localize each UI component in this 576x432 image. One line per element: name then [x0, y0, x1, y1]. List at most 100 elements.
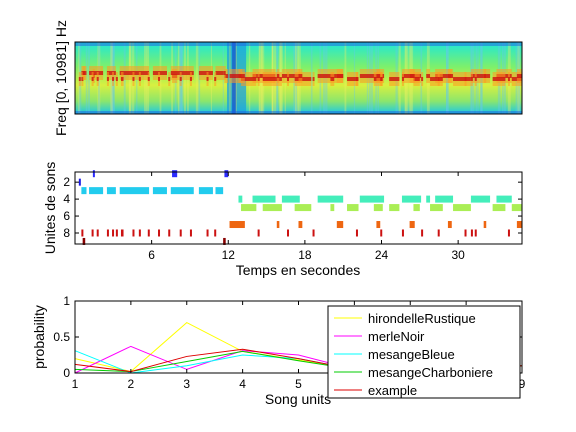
- unit-event-mark: [508, 229, 510, 236]
- unit-event-mark: [512, 204, 522, 211]
- unit-event-mark: [277, 221, 280, 228]
- unit-event-mark: [121, 229, 124, 236]
- unit-event-mark: [112, 229, 114, 236]
- spectrogram-energy-core: [190, 77, 192, 81]
- spectrogram-energy-core: [79, 77, 81, 81]
- legend: hirondelleRustique merleNoir mesangeBleue m…: [328, 306, 520, 398]
- unit-event-mark: [410, 221, 415, 228]
- units-y-tick-label: 8: [63, 226, 70, 240]
- unit-event-mark: [448, 221, 452, 228]
- spectrogram-energy-core: [230, 74, 245, 78]
- spectrogram-energy-core: [214, 77, 216, 81]
- unit-event-mark: [215, 187, 223, 194]
- unit-event-mark: [287, 229, 289, 236]
- unit-event-mark: [180, 229, 182, 236]
- unit-event-mark: [282, 196, 300, 203]
- unit-event-mark: [238, 196, 242, 203]
- spectrogram-energy-core: [421, 77, 423, 81]
- unit-event-mark: [224, 170, 228, 177]
- unit-event-mark: [453, 204, 471, 211]
- unit-event-mark: [258, 229, 260, 236]
- spectrogram-energy-core: [453, 77, 471, 81]
- unit-event-mark: [313, 229, 315, 236]
- spectrogram-energy-core: [89, 71, 103, 75]
- unit-event-mark: [465, 229, 467, 236]
- spectrogram-energy-core: [517, 74, 522, 78]
- spectrogram-y-axis-label: Freq [0, 10981] Hz: [53, 20, 69, 136]
- unit-event-mark: [421, 229, 423, 236]
- unit-event-mark: [347, 204, 358, 211]
- unit-event-mark: [330, 204, 334, 211]
- unit-event-mark: [471, 229, 473, 236]
- spectrogram-image: [75, 42, 522, 114]
- probability-x-tick-label: 1: [72, 377, 79, 391]
- spectrogram-energy-core: [475, 77, 477, 81]
- spectrogram-energy-core: [484, 74, 487, 78]
- spectrogram-energy-core: [337, 74, 343, 78]
- probability-x-axis-label: Song units: [265, 391, 331, 407]
- unit-event-mark: [356, 229, 358, 236]
- spectrogram-streak: [345, 42, 347, 114]
- unit-event-mark: [380, 229, 382, 236]
- unit-event-mark: [81, 187, 86, 194]
- spectrogram-energy-core: [508, 77, 510, 81]
- unit-event-mark: [79, 179, 81, 186]
- unit-event-mark: [360, 196, 384, 203]
- units-x-tick-label: 30: [451, 248, 465, 262]
- units-x-tick-label: 12: [222, 248, 236, 262]
- unit-event-mark: [484, 221, 487, 228]
- spectrogram-energy-core: [313, 77, 315, 81]
- spectrogram-energy-core: [277, 74, 280, 78]
- spectrogram-top-band: [75, 42, 522, 46]
- unit-event-mark: [253, 196, 276, 203]
- unit-event-mark: [435, 196, 453, 203]
- unit-event-mark: [263, 204, 282, 211]
- unit-event-mark: [517, 221, 522, 228]
- unit-event-mark: [389, 204, 399, 211]
- spectrogram-energy-core: [330, 77, 334, 81]
- legend-label: merleNoir: [368, 329, 425, 344]
- spectrogram-energy-core: [471, 77, 473, 81]
- spectrogram-energy-core: [139, 77, 141, 81]
- spectrogram-energy-core: [112, 77, 114, 81]
- unit-event-mark: [426, 196, 430, 203]
- units-x-tick-label: 6: [148, 248, 155, 262]
- unit-event-mark: [171, 187, 194, 194]
- unit-event-mark: [81, 229, 83, 236]
- spectrogram-energy-core: [258, 77, 260, 81]
- unit-event-mark: [199, 187, 213, 194]
- spectrogram-energy-core: [380, 77, 382, 81]
- probability-x-tick-label: 5: [295, 377, 302, 391]
- probability-y-tick-label: 0: [63, 366, 70, 380]
- spectrogram-energy-core: [92, 77, 94, 81]
- unit-event-mark: [295, 204, 312, 211]
- spectrogram-energy-core: [410, 74, 415, 78]
- spectrogram-energy-core: [430, 77, 443, 81]
- units-y-tick-label: 4: [63, 192, 70, 206]
- spectrogram-energy-core: [493, 77, 506, 81]
- unit-event-mark: [299, 221, 303, 228]
- probability-y-tick-label: 0.5: [53, 330, 70, 344]
- units-y-tick-label: 2: [63, 175, 70, 189]
- unit-event-mark: [318, 196, 344, 203]
- unit-event-mark: [438, 229, 440, 236]
- unit-event-mark: [493, 204, 506, 211]
- spectrogram-energy-core: [465, 77, 467, 81]
- unit-event-mark: [207, 229, 209, 236]
- unit-event-mark: [116, 229, 118, 236]
- unit-event-mark: [374, 204, 383, 211]
- unit-event-mark: [172, 170, 177, 177]
- unit-event-mark: [107, 187, 116, 194]
- spectrogram-streak: [196, 42, 199, 114]
- legend-label: mesangeCharboniere: [368, 365, 493, 380]
- unit-event-mark: [132, 229, 134, 236]
- spectrogram-energy-core: [148, 77, 150, 81]
- spectrogram-energy-core: [215, 71, 223, 75]
- unit-event-mark: [376, 221, 380, 228]
- probability-y-axis-label: probability: [31, 305, 47, 369]
- unit-event-mark: [430, 204, 443, 211]
- unit-event-mark: [413, 204, 419, 211]
